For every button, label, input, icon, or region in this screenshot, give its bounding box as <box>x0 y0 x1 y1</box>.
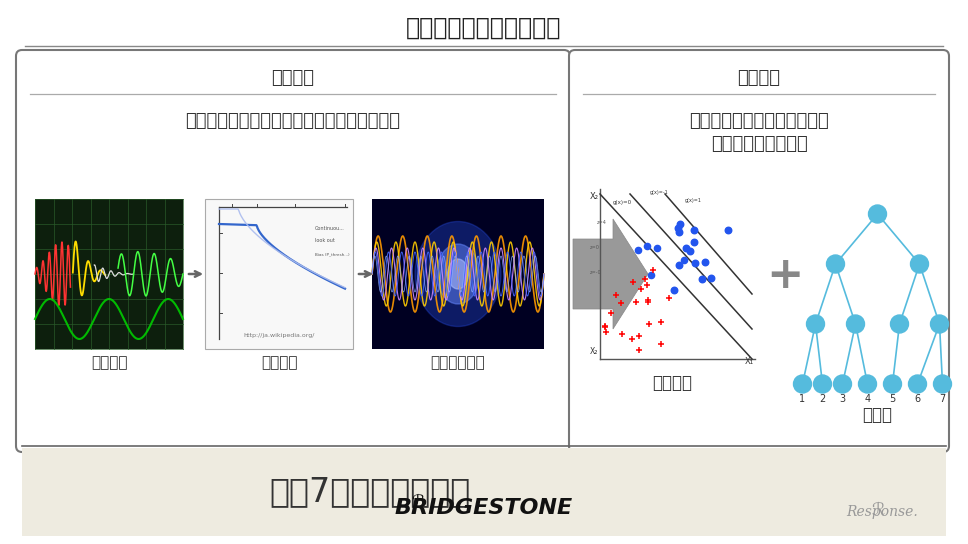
Text: X₂: X₂ <box>590 192 599 201</box>
Point <box>678 243 693 252</box>
Point <box>720 226 736 234</box>
Point <box>650 243 665 252</box>
Ellipse shape <box>415 221 501 326</box>
Point <box>695 275 711 283</box>
Circle shape <box>868 205 887 223</box>
Text: フィルタ: フィルタ <box>260 355 297 370</box>
Point <box>676 256 691 265</box>
Bar <box>22 448 946 536</box>
Text: z=-0: z=-0 <box>590 270 602 275</box>
Text: X₁: X₁ <box>745 357 754 366</box>
Text: z=4: z=4 <box>597 220 607 225</box>
Point <box>687 258 703 267</box>
Ellipse shape <box>437 244 479 304</box>
Text: 特徴抽出: 特徴抽出 <box>271 69 315 87</box>
Text: 5: 5 <box>890 394 895 404</box>
Polygon shape <box>573 219 648 329</box>
Text: Bias (P_thresh...): Bias (P_thresh...) <box>315 252 349 256</box>
Text: 3: 3 <box>839 394 846 404</box>
Point <box>671 261 686 269</box>
Point <box>672 228 687 237</box>
Circle shape <box>846 315 864 333</box>
Circle shape <box>859 375 876 393</box>
Point <box>670 224 685 233</box>
Bar <box>205 199 353 349</box>
Point <box>686 226 702 234</box>
Circle shape <box>813 375 832 393</box>
Text: 4: 4 <box>864 394 870 404</box>
Circle shape <box>891 315 909 333</box>
Text: g(x)=1: g(x)=1 <box>685 198 702 203</box>
Text: 周波数帯域値: 周波数帯域値 <box>431 355 485 370</box>
Point <box>644 271 659 280</box>
Text: z=0: z=0 <box>590 245 600 250</box>
Text: 1: 1 <box>800 394 805 404</box>
Text: 機械学習: 機械学習 <box>738 69 780 87</box>
Bar <box>35 199 183 349</box>
Text: 決定木: 決定木 <box>862 406 892 424</box>
Text: 波形の特徴を独自の解析技術によって数値化: 波形の特徴を独自の解析技術によって数値化 <box>186 112 401 130</box>
Point <box>697 257 712 266</box>
Circle shape <box>794 375 811 393</box>
Point <box>681 246 697 255</box>
Circle shape <box>827 255 844 273</box>
Point <box>666 286 681 295</box>
Point <box>640 241 655 250</box>
Text: 7: 7 <box>939 394 946 404</box>
Point <box>686 237 702 246</box>
Bar <box>372 199 544 349</box>
Text: g(x)=0: g(x)=0 <box>613 200 632 205</box>
Circle shape <box>833 375 852 393</box>
Text: ℛ: ℛ <box>871 501 885 519</box>
Text: X₂: X₂ <box>590 347 598 356</box>
FancyBboxPatch shape <box>16 50 570 452</box>
Circle shape <box>911 255 928 273</box>
Text: g(x)=-1: g(x)=-1 <box>650 190 669 195</box>
Text: 波形分割: 波形分割 <box>91 355 127 370</box>
Text: ℬ: ℬ <box>411 493 425 511</box>
FancyBboxPatch shape <box>569 50 949 452</box>
Text: BRIDGESTONE: BRIDGESTONE <box>395 498 573 518</box>
Text: 路面状態判別の基本原理: 路面状態判別の基本原理 <box>407 16 561 40</box>
Ellipse shape <box>447 259 469 289</box>
Text: 独自のアルゴリズム: 独自のアルゴリズム <box>711 135 807 153</box>
Circle shape <box>884 375 901 393</box>
Text: 識別関数を複数組み合わせた: 識別関数を複数組み合わせた <box>689 112 829 130</box>
Text: 2: 2 <box>819 394 826 404</box>
Circle shape <box>930 315 949 333</box>
Text: 6: 6 <box>915 394 921 404</box>
Text: +: + <box>767 255 803 298</box>
Point <box>703 274 718 283</box>
Text: http://ja.wikipedia.org/: http://ja.wikipedia.org/ <box>243 332 315 337</box>
Text: Response.: Response. <box>846 505 918 519</box>
Text: Continuou...: Continuou... <box>315 226 345 232</box>
Point <box>672 220 687 228</box>
Point <box>630 246 646 255</box>
Circle shape <box>933 375 952 393</box>
Text: 路面7状態判別を実現: 路面7状態判別を実現 <box>269 475 470 509</box>
Text: look out: look out <box>315 238 335 244</box>
Circle shape <box>909 375 926 393</box>
Circle shape <box>806 315 825 333</box>
Text: 識別関数: 識別関数 <box>652 374 692 392</box>
